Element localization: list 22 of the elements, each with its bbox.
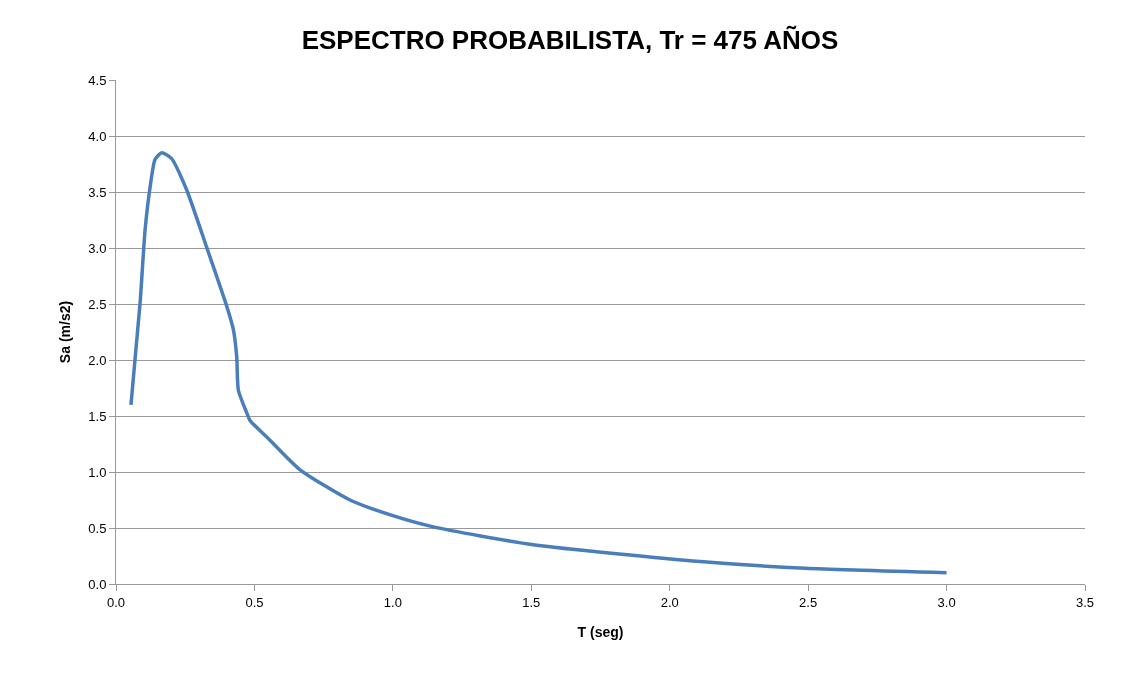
text: 0.0 <box>106 594 126 610</box>
text: 0.0 <box>88 576 107 592</box>
y-tick-label: 0.5 <box>88 520 107 536</box>
y-tick-label: 2.5 <box>88 296 107 312</box>
chart-title: ESPECTRO PROBABILISTA, Tr = 475 AÑOS <box>301 24 839 55</box>
x-tick-label: 3.5 <box>1075 594 1095 610</box>
text: 4.0 <box>88 128 107 144</box>
y-tick-label: 3.5 <box>88 184 107 200</box>
text: 1.0 <box>88 464 107 480</box>
text: 1.0 <box>383 594 402 610</box>
y-tick-label: 4.5 <box>88 72 107 88</box>
text: 3.0 <box>88 240 107 256</box>
text: 2.0 <box>88 352 107 368</box>
line-series <box>129 151 949 575</box>
x-tick-label: 0.5 <box>245 594 264 610</box>
y-tick-label: 1.5 <box>88 408 107 424</box>
y-axis-title: Sa (m/s2) <box>56 300 73 364</box>
x-tick-label: 1.5 <box>522 594 541 610</box>
text: 3.0 <box>937 594 956 610</box>
x-axis-title: T (seg) <box>577 623 624 640</box>
text: 2.0 <box>660 594 679 610</box>
x-tick-label: 2.5 <box>799 594 818 610</box>
